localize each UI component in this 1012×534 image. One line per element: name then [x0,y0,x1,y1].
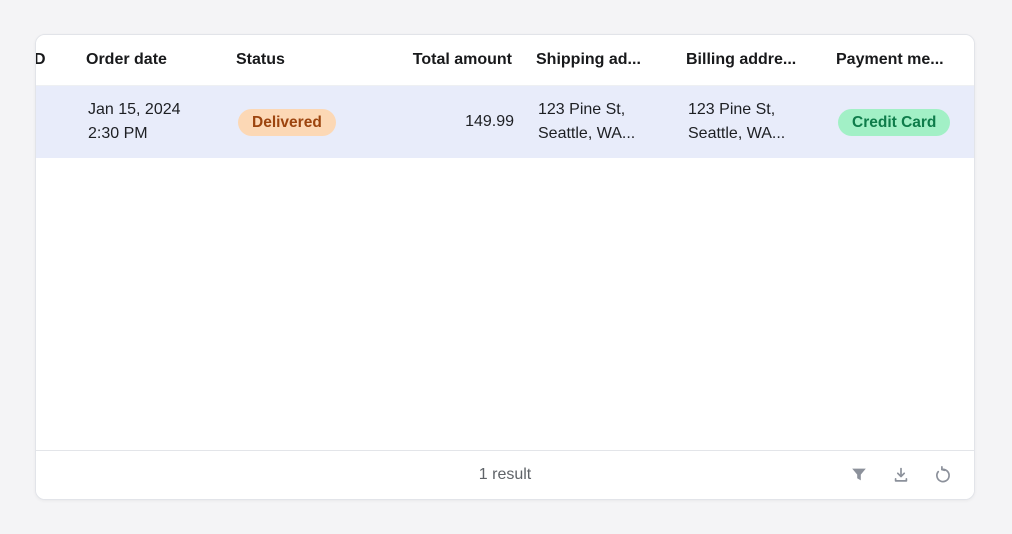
status-badge: Delivered [238,108,336,136]
cell-billing-address: 123 Pine St, Seattle, WA... [676,98,826,146]
cell-order-date: Jan 15, 2024 2:30 PM [76,98,226,146]
column-header-shipping-address[interactable]: Shipping ad... [536,51,641,68]
payment-method-badge: Credit Card [838,108,951,136]
cell-status: Delivered [226,108,386,136]
column-header-total-amount[interactable]: Total amount [412,51,512,68]
column-header-id[interactable]: D [35,51,46,68]
table-row[interactable]: Jan 15, 2024 2:30 PM Delivered 149.99 12… [36,86,974,158]
order-date-line2: 2:30 PM [88,125,148,142]
cell-total-amount: 149.99 [465,113,514,130]
refresh-button[interactable] [934,466,952,484]
result-count: 1 result [478,466,532,483]
order-date-line1: Jan 15, 2024 [88,101,181,118]
shipping-address-line2: Seattle, WA... [538,125,636,142]
refresh-icon [936,466,950,483]
download-button[interactable] [892,466,910,484]
cell-shipping-address: 123 Pine St, Seattle, WA... [526,98,676,146]
shipping-address-line1: 123 Pine St, [538,101,626,118]
cell-payment-method: Credit Card [826,108,974,136]
table-empty-area [36,158,974,450]
column-header-status[interactable]: Status [236,51,285,68]
billing-address-line1: 123 Pine St, [688,101,776,118]
filter-icon [852,468,866,481]
table-header: D Order date Status Total amount Shippin… [36,35,974,86]
orders-table-card: D Order date Status Total amount Shippin… [35,34,975,500]
column-header-billing-address[interactable]: Billing addre... [686,51,797,68]
footer-toolbar [850,451,952,499]
column-header-order-date[interactable]: Order date [86,51,167,68]
download-icon [894,467,908,482]
billing-address-line2: Seattle, WA... [688,125,786,142]
table-footer: 1 result [36,450,974,499]
column-header-payment-method[interactable]: Payment me... [836,51,944,68]
filter-button[interactable] [850,466,868,484]
